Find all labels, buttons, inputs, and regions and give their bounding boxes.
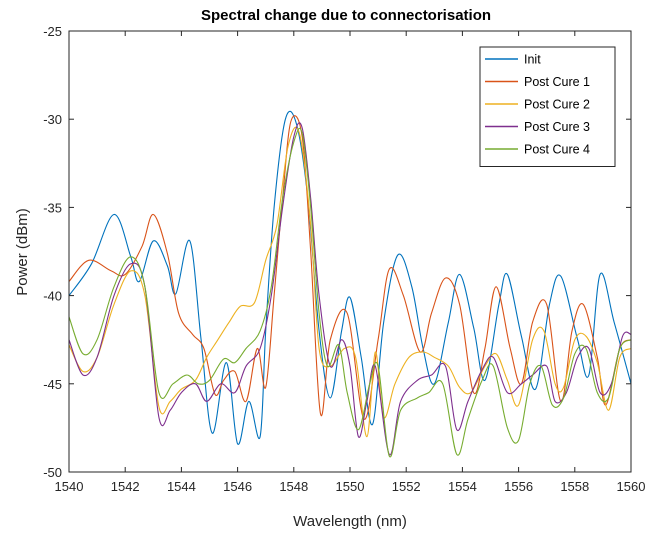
legend-label: Post Cure 4 — [524, 143, 590, 157]
series-line-post-cure-3 — [69, 122, 631, 456]
x-tick-label: 1558 — [560, 479, 589, 494]
series-line-init — [69, 110, 631, 445]
x-tick-label: 1560 — [617, 479, 646, 494]
series-line-post-cure-2 — [69, 126, 631, 438]
series-line-post-cure-4 — [69, 127, 631, 458]
x-tick-label: 1552 — [392, 479, 421, 494]
series-line-post-cure-1 — [69, 115, 631, 420]
x-axis-label: Wavelength (nm) — [293, 513, 407, 530]
y-axis-label: Power (dBm) — [14, 208, 31, 296]
y-tick-label: -30 — [43, 112, 62, 127]
x-tick-label: 1554 — [448, 479, 477, 494]
x-tick-label: 1550 — [336, 479, 365, 494]
legend-label: Post Cure 1 — [524, 75, 590, 89]
chart-title: Spectral change due to connectorisation — [201, 7, 491, 24]
legend-label: Init — [524, 53, 541, 67]
legend-box — [479, 46, 616, 167]
x-tick-label: 1548 — [279, 479, 308, 494]
x-tick-label: 1556 — [504, 479, 533, 494]
x-tick-label: 1542 — [111, 479, 140, 494]
y-tick-label: -50 — [43, 465, 62, 480]
y-tick-label: -35 — [43, 200, 62, 215]
legend-label: Post Cure 3 — [524, 120, 590, 134]
legend: Init Post Cure 1 Post Cure 2 Post Cure 3 Pos… — [479, 46, 616, 167]
y-tick-label: -25 — [43, 24, 62, 39]
x-tick-label: 1546 — [223, 479, 252, 494]
axis-ticks: 1540 1542 1544 1546 1548 1550 1552 1554 1556 1558… — [43, 24, 645, 494]
x-tick-label: 1540 — [55, 479, 84, 494]
x-tick-label: 1544 — [167, 479, 196, 494]
y-tick-label: -40 — [43, 289, 62, 304]
series-layer — [69, 110, 631, 458]
legend-label: Post Cure 2 — [524, 98, 590, 112]
y-tick-label: -45 — [43, 377, 62, 392]
